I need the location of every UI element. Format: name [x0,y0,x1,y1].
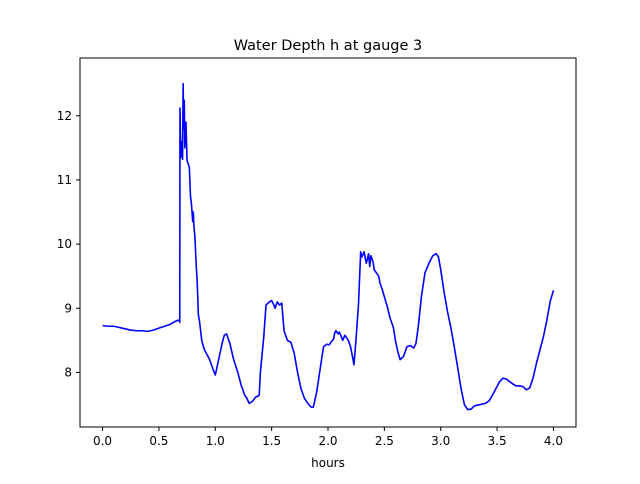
y-axis: 8 9 10 11 12 [57,109,80,379]
y-tick-label: 11 [57,173,72,187]
x-axis-label: hours [311,456,345,470]
x-tick-label: 0.5 [149,434,168,448]
y-tick-label: 12 [57,109,72,123]
x-tick-label: 4.0 [544,434,563,448]
chart-title: Water Depth h at gauge 3 [234,38,422,54]
x-tick-label: 3.0 [431,434,450,448]
plot-area [102,82,555,411]
x-axis: 0.0 0.5 1.0 1.5 2.0 2.5 3.0 3.5 4.0 [93,427,563,448]
x-tick-label: 1.5 [262,434,281,448]
x-tick-label: 1.0 [206,434,225,448]
x-tick-label: 2.5 [375,434,394,448]
x-tick-label: 0.0 [93,434,112,448]
x-tick-label: 3.5 [488,434,507,448]
y-tick-label: 8 [64,365,72,379]
x-tick-label: 2.0 [318,434,337,448]
y-tick-label: 10 [57,237,72,251]
y-tick-label: 9 [64,301,72,315]
series-line-0 [102,82,555,411]
